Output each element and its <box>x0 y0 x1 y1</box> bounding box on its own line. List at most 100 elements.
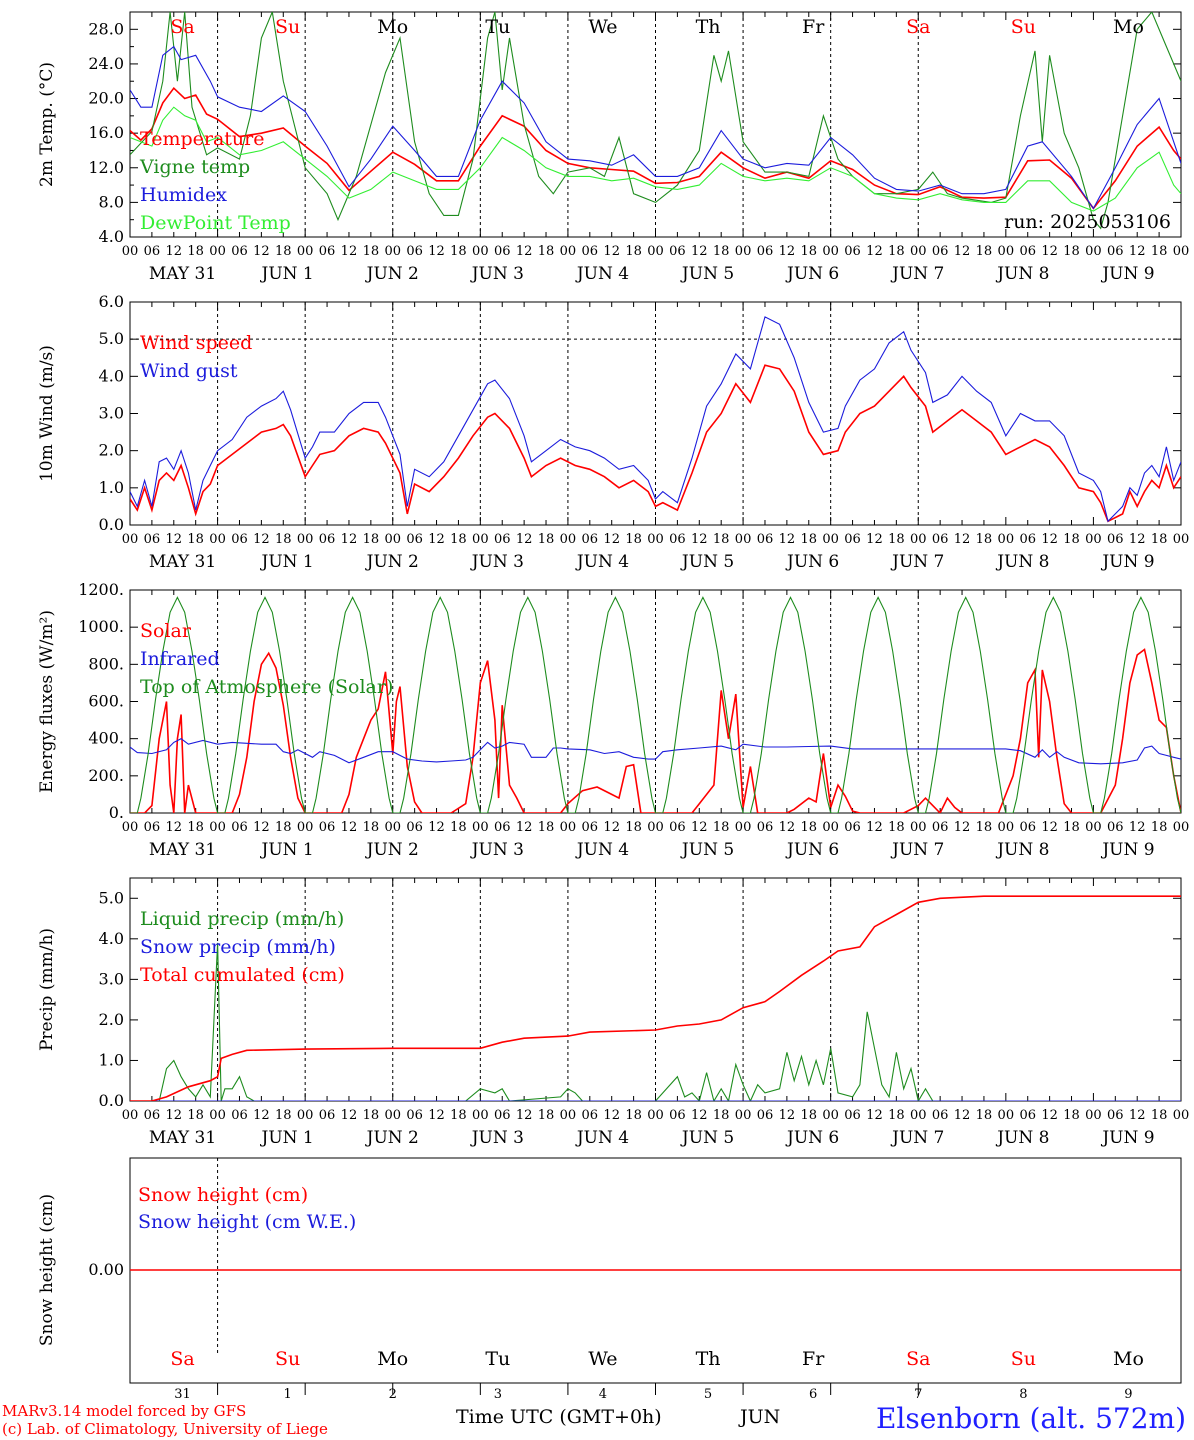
hour-tick-label: 00 <box>472 244 489 259</box>
day-name: Su <box>275 1348 300 1370</box>
hour-tick-label: 00 <box>122 532 139 547</box>
date-label: JUN 9 <box>1100 264 1154 284</box>
hour-tick-label: 06 <box>406 820 423 835</box>
date-label: MAY 31 <box>149 840 216 860</box>
date-label: JUN 6 <box>785 264 839 284</box>
hour-tick-label: 12 <box>954 820 971 835</box>
day-number: 9 <box>1124 1387 1132 1402</box>
hour-tick-label: 18 <box>625 244 642 259</box>
hour-tick-label: 18 <box>187 820 204 835</box>
day-name: Tu <box>485 16 510 38</box>
hour-tick-label: 06 <box>1019 820 1036 835</box>
date-label: JUN 2 <box>365 1128 419 1148</box>
hour-tick-label: 18 <box>713 244 730 259</box>
y-tick-label: 0. <box>109 803 124 822</box>
day-name: Su <box>1011 1348 1036 1370</box>
hour-tick-label: 12 <box>516 532 533 547</box>
hour-tick-label: 06 <box>1107 820 1124 835</box>
hour-tick-label: 00 <box>560 1108 577 1123</box>
hour-tick-label: 00 <box>209 532 226 547</box>
hour-tick-label: 18 <box>450 244 467 259</box>
hour-tick-label: 06 <box>669 1108 686 1123</box>
y-tick-label: 12.0 <box>88 158 124 177</box>
hour-tick-label: 00 <box>998 244 1015 259</box>
y-tick-label: 1200. <box>78 580 124 599</box>
hour-tick-label: 00 <box>1173 820 1190 835</box>
hour-tick-label: 06 <box>844 532 861 547</box>
date-label: JUN 8 <box>995 264 1049 284</box>
date-label: JUN 6 <box>785 552 839 572</box>
hour-tick-label: 06 <box>582 244 599 259</box>
day-number: 2 <box>389 1387 397 1402</box>
date-label: JUN 9 <box>1100 1128 1154 1148</box>
date-label: JUN 8 <box>995 552 1049 572</box>
hour-tick-label: 12 <box>954 244 971 259</box>
y-tick-label: 8.0 <box>99 192 124 211</box>
day-name: We <box>588 16 617 38</box>
hour-tick-label: 00 <box>209 1108 226 1123</box>
series-temperature <box>130 87 1181 210</box>
hour-tick-label: 00 <box>384 532 401 547</box>
hour-tick-label: 06 <box>932 1108 949 1123</box>
series-infrared <box>130 738 1181 765</box>
date-label: JUN 2 <box>365 840 419 860</box>
date-label: JUN 5 <box>680 1128 734 1148</box>
hour-tick-label: 00 <box>647 820 664 835</box>
y-tick-label: 16.0 <box>88 123 124 142</box>
y-tick-label: 4.0 <box>99 929 124 948</box>
hour-tick-label: 00 <box>560 532 577 547</box>
hour-tick-label: 18 <box>625 1108 642 1123</box>
hour-tick-label: 06 <box>494 1108 511 1123</box>
hour-tick-label: 18 <box>363 532 380 547</box>
hour-tick-label: 18 <box>450 1108 467 1123</box>
date-label: JUN 1 <box>260 264 314 284</box>
hour-tick-label: 00 <box>910 244 927 259</box>
hour-tick-label: 00 <box>822 244 839 259</box>
hour-tick-label: 00 <box>122 1108 139 1123</box>
day-number: 6 <box>809 1387 817 1402</box>
hour-tick-label: 06 <box>757 244 774 259</box>
date-label: JUN 1 <box>260 840 314 860</box>
series-solar <box>130 648 1181 813</box>
hour-tick-label: 12 <box>253 820 270 835</box>
hour-tick-label: 12 <box>691 244 708 259</box>
legend-temperature: Temperature <box>140 128 264 150</box>
day-number: 8 <box>1019 1387 1027 1402</box>
hour-tick-label: 18 <box>450 820 467 835</box>
series-total-cumulated-cm <box>130 895 1181 1101</box>
hour-tick-label: 12 <box>866 244 883 259</box>
hour-tick-label: 06 <box>1107 1108 1124 1123</box>
plot-frame <box>129 301 1182 526</box>
hour-tick-label: 06 <box>1107 532 1124 547</box>
hour-tick-label: 06 <box>231 820 248 835</box>
hour-tick-label: 06 <box>1107 244 1124 259</box>
y-tick-label: 0.0 <box>99 515 124 534</box>
legend-snow-height-cm: Snow height (cm) <box>138 1184 308 1206</box>
hour-tick-label: 06 <box>406 244 423 259</box>
date-label: JUN 4 <box>575 552 629 572</box>
legend-liquid-precip-mm-h: Liquid precip (mm/h) <box>140 908 344 930</box>
day-name: Mo <box>377 1348 408 1370</box>
hour-tick-label: 06 <box>494 820 511 835</box>
hour-tick-label: 12 <box>428 820 445 835</box>
day-number: 3 <box>494 1387 502 1402</box>
date-label: MAY 31 <box>149 552 216 572</box>
hour-tick-label: 00 <box>122 820 139 835</box>
hour-tick-label: 00 <box>1173 1108 1190 1123</box>
hour-tick-label: 18 <box>976 532 993 547</box>
date-label: MAY 31 <box>149 264 216 284</box>
hour-tick-label: 00 <box>297 1108 314 1123</box>
hour-tick-label: 18 <box>538 244 555 259</box>
hour-tick-label: 06 <box>406 532 423 547</box>
y-axis-label: Snow height (cm) <box>37 1194 57 1346</box>
hour-tick-label: 12 <box>691 532 708 547</box>
hour-tick-label: 18 <box>450 532 467 547</box>
hour-tick-label: 06 <box>494 244 511 259</box>
hour-tick-label: 06 <box>669 532 686 547</box>
day-number: 31 <box>174 1387 191 1402</box>
hour-tick-label: 18 <box>1151 1108 1168 1123</box>
y-axis-label: 10m Wind (m/s) <box>37 345 57 482</box>
hour-tick-label: 12 <box>954 1108 971 1123</box>
y-tick-label: 0.00 <box>88 1260 124 1279</box>
